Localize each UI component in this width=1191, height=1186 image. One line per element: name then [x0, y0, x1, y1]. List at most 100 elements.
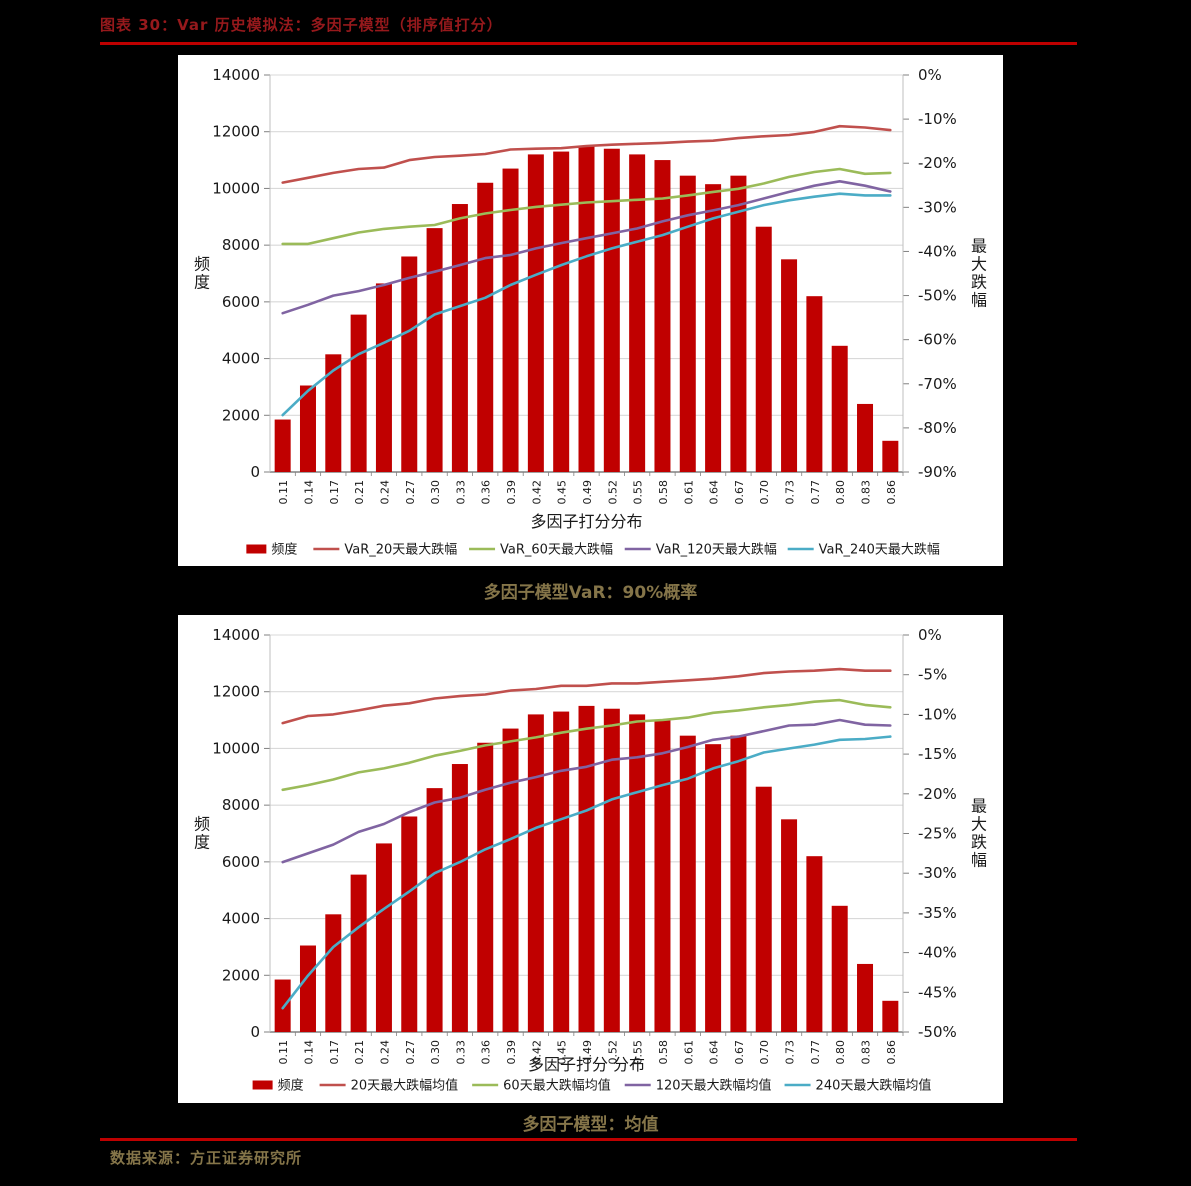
right-axis-label: -60% — [918, 331, 957, 349]
figure-title: 图表 30：Var 历史模拟法：多因子模型（排序值打分） — [100, 16, 503, 34]
x-tick-label: 0.36 — [480, 1040, 493, 1065]
bar-0.30 — [426, 228, 443, 472]
x-tick-label: 0.52 — [606, 480, 619, 505]
legend-swatch-bar — [246, 544, 267, 554]
bar-0.49 — [578, 705, 595, 1032]
x-tick-label: 0.14 — [302, 480, 315, 505]
left-axis-title: 频度 — [194, 255, 210, 292]
bar-0.21 — [350, 314, 367, 472]
right-axis-label: -20% — [918, 785, 957, 803]
right-axis-label: -35% — [918, 904, 957, 922]
line-series-VaR_120天最大跌幅 — [281, 180, 892, 315]
x-tick-label: 0.58 — [657, 1040, 670, 1065]
right-axis-label: -40% — [918, 944, 957, 962]
right-axis-label: -10% — [918, 110, 957, 128]
x-tick-label: 0.39 — [505, 480, 518, 505]
bar-0.67 — [730, 175, 747, 472]
bar-0.58 — [654, 720, 671, 1032]
x-tick-label: 0.17 — [328, 1040, 341, 1065]
left-axis-label: 14000 — [212, 626, 260, 644]
x-tick-label: 0.49 — [581, 480, 594, 505]
legend-label: VaR_60天最大跌幅 — [500, 542, 613, 558]
line-series-120天最大跌幅均值 — [281, 718, 892, 864]
line-series-60天最大跌幅均值 — [281, 698, 892, 792]
line-series-VaR_240天最大跌幅 — [281, 192, 892, 417]
bar-0.11 — [274, 979, 291, 1032]
bar-0.83 — [857, 963, 874, 1032]
bar-0.36 — [477, 182, 494, 472]
right-axis-label: -20% — [918, 154, 957, 172]
right-axis-label: -5% — [918, 666, 947, 684]
chart-bottom-caption: 多因子模型：均值 — [522, 1115, 659, 1135]
x-tick-label: 0.33 — [454, 480, 467, 505]
data-source-note: 数据来源：方正证券研究所 — [110, 1149, 303, 1167]
legend-label: 60天最大跌幅均值 — [503, 1078, 611, 1094]
bar-0.70 — [755, 226, 772, 472]
line-series-VaR_60天最大跌幅 — [281, 167, 892, 246]
left-axis-label: 10000 — [212, 739, 260, 757]
bar-0.80 — [831, 905, 848, 1032]
x-tick-label: 0.30 — [429, 480, 442, 505]
x-tick-label: 0.64 — [708, 1040, 721, 1065]
x-tick-label: 0.45 — [556, 480, 569, 505]
right-axis-label: 0% — [918, 626, 942, 644]
right-axis-label: -40% — [918, 242, 957, 260]
bar-0.64 — [705, 184, 722, 473]
bar-0.58 — [654, 160, 671, 473]
x-tick-label: 0.36 — [480, 480, 493, 505]
x-tick-label: 0.83 — [860, 480, 873, 505]
x-tick-label: 0.30 — [429, 1040, 442, 1065]
right-axis-title: 最大跌幅 — [971, 797, 987, 870]
right-axis-label: 0% — [918, 66, 942, 84]
x-tick-label: 0.11 — [277, 480, 290, 505]
x-tick-label: 0.42 — [530, 1040, 543, 1065]
right-axis-label: -25% — [918, 825, 957, 843]
title-underline-rule — [100, 42, 1077, 45]
left-axis-label: 12000 — [212, 683, 260, 701]
legend-label: VaR_240天最大跌幅 — [819, 542, 940, 558]
left-axis-label: 8000 — [222, 236, 260, 254]
x-tick-label: 0.27 — [404, 1040, 417, 1065]
x-tick-label: 0.21 — [353, 1040, 366, 1065]
right-axis-label: -15% — [918, 745, 957, 763]
right-axis-label: -45% — [918, 983, 957, 1001]
x-tick-label: 0.55 — [632, 480, 645, 505]
bar-0.55 — [629, 154, 646, 472]
bar-0.70 — [755, 786, 772, 1032]
x-tick-label: 0.80 — [834, 480, 847, 505]
footer-rule — [100, 1138, 1077, 1141]
bar-0.52 — [603, 148, 620, 472]
x-tick-label: 0.77 — [809, 480, 822, 505]
bar-0.39 — [502, 168, 519, 472]
left-axis-label: 0 — [250, 463, 260, 481]
x-axis-title: 多因子打分 分布 — [528, 1055, 645, 1074]
bar-0.61 — [679, 175, 696, 472]
x-tick-label: 0.39 — [505, 1040, 518, 1065]
x-tick-label: 0.73 — [784, 480, 797, 505]
x-tick-label: 0.67 — [733, 1040, 746, 1065]
x-tick-label: 0.27 — [404, 480, 417, 505]
right-axis-label: -70% — [918, 375, 957, 393]
left-axis-label: 8000 — [222, 796, 260, 814]
legend-label: VaR_20天最大跌幅 — [344, 542, 457, 558]
legend-label: VaR_120天最大跌幅 — [656, 542, 777, 558]
bar-0.61 — [679, 735, 696, 1032]
bar-0.17 — [325, 354, 342, 472]
bar-0.27 — [401, 256, 418, 472]
x-tick-label: 0.67 — [733, 480, 746, 505]
legend-label: 240天最大跌幅均值 — [816, 1078, 932, 1094]
bar-0.30 — [426, 788, 443, 1032]
x-tick-label: 0.55 — [632, 1040, 645, 1065]
x-tick-label: 0.86 — [885, 1040, 898, 1065]
x-tick-label: 0.49 — [581, 1040, 594, 1065]
bar-0.42 — [527, 714, 544, 1032]
bar-0.24 — [375, 283, 392, 472]
bar-0.36 — [477, 742, 494, 1032]
x-tick-label: 0.45 — [556, 1040, 569, 1065]
x-tick-label: 0.64 — [708, 480, 721, 505]
bar-0.17 — [325, 914, 342, 1032]
left-axis-label: 6000 — [222, 853, 260, 871]
right-axis-label: -30% — [918, 864, 957, 882]
chart-panel-bottom: 0 2000 4000 6000 8000 10000 12000 14000 0% -5% -10… — [178, 615, 1003, 1103]
left-axis-label: 0 — [250, 1023, 260, 1041]
